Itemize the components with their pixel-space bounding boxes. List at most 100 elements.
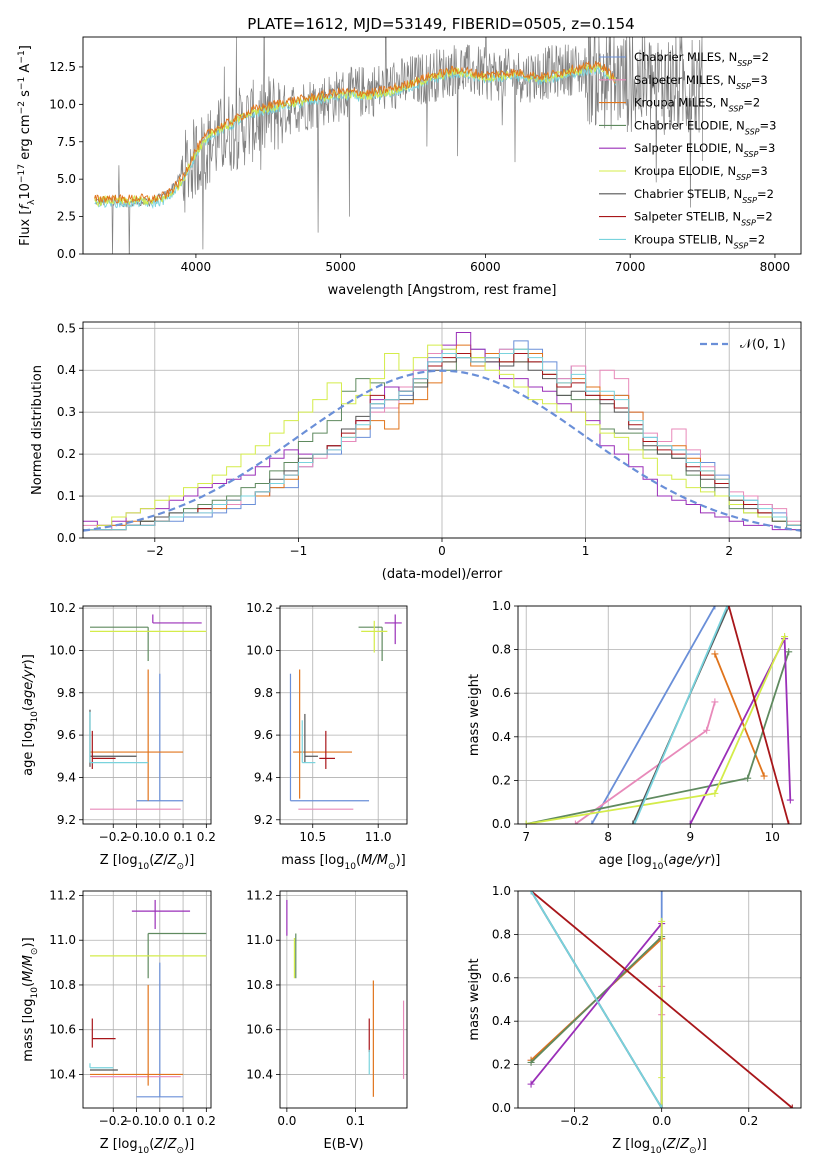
y-tick-label: 10.0	[246, 643, 273, 657]
plus-marker	[527, 1058, 535, 1066]
y-tick-label: 9.4	[254, 770, 273, 784]
x-axis-label: Z [log10(Z/Z⊙)]	[612, 1137, 707, 1156]
mass-weight-line	[591, 606, 716, 824]
legend-label-main: Salpeter MILES, N	[634, 73, 736, 87]
x-tick-label: 10.5	[299, 830, 326, 844]
label-part: (0, 1)	[752, 336, 786, 351]
y-tick-label: 10.0	[49, 97, 76, 111]
axes-spectrum: 4000 5000 6000 7000 8000 0.0 2.5 5.0 7.5 10.0 12.5…	[17, 36, 802, 298]
errorbar-point	[91, 730, 116, 769]
x-tick-label: 1	[582, 544, 590, 558]
label-part: )]	[710, 853, 720, 868]
label-part: Z	[679, 1137, 690, 1152]
plus-marker	[571, 820, 579, 824]
errorbar-point	[91, 1018, 116, 1048]
label-part: (	[663, 853, 668, 868]
y-tick-label: 11.2	[246, 888, 273, 902]
legend-label-main: Salpeter ELODIE, N	[634, 141, 744, 155]
label-part: Z	[666, 1137, 677, 1152]
label-part: Z	[153, 853, 164, 868]
label-part: age/yr	[21, 663, 36, 706]
y-tick-label: 0.6	[492, 686, 511, 700]
y-tick-label: 10.0	[49, 643, 76, 657]
line-plot-area	[527, 891, 796, 1108]
label-part: s	[18, 90, 33, 101]
histogram-plot-area	[83, 331, 801, 532]
y-axis-label: mass weight	[467, 958, 482, 1040]
plus-marker	[630, 820, 638, 824]
label-part: 10	[344, 862, 356, 872]
label-part: −1	[17, 77, 27, 90]
y-tick-label: 10.6	[49, 1023, 76, 1037]
y-tick-label: 0.4	[492, 730, 511, 744]
x-tick-label: 7	[522, 830, 530, 844]
normal-distribution-curve	[83, 369, 801, 532]
label-part: M/M	[361, 853, 388, 868]
legend-label-sub: SSP	[741, 218, 756, 227]
figure-title: PLATE=1612, MJD=53149, FIBERID=0505, z=0…	[247, 15, 634, 33]
label-part: )]	[21, 937, 36, 947]
y-tick-label: 0.2	[57, 447, 76, 461]
label-part: 𝒩	[740, 336, 755, 351]
x-tick-label: −1	[290, 544, 308, 558]
label-part: )]	[697, 1137, 707, 1152]
y-tick-label: 0.6	[492, 971, 511, 985]
legend-label-sub: SSP	[736, 81, 751, 90]
y-tick-label: 10.8	[49, 978, 76, 992]
y-tick-label: 0.0	[57, 531, 76, 545]
plus-marker	[629, 820, 637, 824]
axes-mass_vs_Z: −0.2−0.1 0.0 0.1 0.2 10.4 10.6 10.8 11.0 11.2 Z […	[21, 888, 216, 1156]
y-tick-label: 5.0	[57, 172, 76, 186]
x-axis-label: Z [log10(Z/Z⊙)]	[100, 1137, 195, 1156]
label-part: −17	[17, 164, 27, 183]
label-part: M/M	[21, 955, 36, 982]
errorbar-point	[384, 614, 402, 645]
axes-age_vs_Z: −0.2−0.1 0.0 0.1 0.2 9.2 9.4 9.6 9.8 10.0 10.2 Z […	[21, 601, 216, 872]
plus-marker	[658, 891, 666, 895]
plus-marker	[686, 820, 694, 824]
mass-weight-line	[530, 920, 663, 1108]
errorbar-point	[89, 626, 149, 662]
legend-label: Kroupa ELODIE, NSSP=3	[634, 164, 768, 182]
x-tick-label: 0.1	[346, 1114, 365, 1128]
panels: 4000 5000 6000 7000 80000.02.55.07.510.012.5…	[17, 36, 802, 1156]
plus-marker	[711, 698, 719, 706]
legend-label-tail: =2	[756, 210, 773, 224]
legend-label: Kroupa STELIB, NSSP=2	[634, 232, 765, 250]
axes-frame	[82, 321, 802, 539]
model-spectrum-line	[94, 63, 617, 208]
mass-weight-line	[633, 606, 729, 824]
label-part: Z	[167, 853, 178, 868]
label-part: /	[676, 1137, 681, 1152]
errorbar-point	[319, 730, 335, 769]
label-part: Z [log	[100, 853, 138, 868]
line-plot-area	[522, 606, 794, 824]
histogram-step-line	[83, 348, 801, 531]
x-tick-label: 0.0	[150, 830, 169, 844]
label-part: (	[356, 853, 361, 868]
legend-label: Salpeter ELODIE, NSSP=3	[634, 141, 775, 159]
label-part: ⊙	[177, 862, 185, 872]
legend-label-tail: =2	[757, 187, 774, 201]
legend-label-sub: SSP	[737, 59, 752, 68]
axes-frame	[517, 605, 802, 825]
y-tick-label: 0.8	[492, 643, 511, 657]
errorbar-point	[131, 899, 191, 930]
x-tick-label: 6000	[470, 260, 501, 274]
plus-marker	[658, 1104, 666, 1108]
x-tick-label: 4000	[181, 260, 212, 274]
y-tick-label: 9.8	[57, 686, 76, 700]
y-tick-label: 0.2	[492, 773, 511, 787]
legend-label-main: Kroupa ELODIE, N	[634, 164, 736, 178]
x-tick-label: 0.1	[174, 1114, 193, 1128]
legend-label-tail: =3	[760, 118, 777, 132]
legend-label-sub: SSP	[729, 104, 744, 113]
y-axis-label: age [log10(age/yr)]	[21, 654, 40, 776]
errorbar-point	[89, 984, 184, 1086]
spectrum-plot-area	[94, 37, 703, 254]
plus-marker	[522, 820, 530, 824]
label-part: mass [log	[21, 999, 36, 1062]
y-tick-label: 10.4	[246, 1067, 273, 1081]
